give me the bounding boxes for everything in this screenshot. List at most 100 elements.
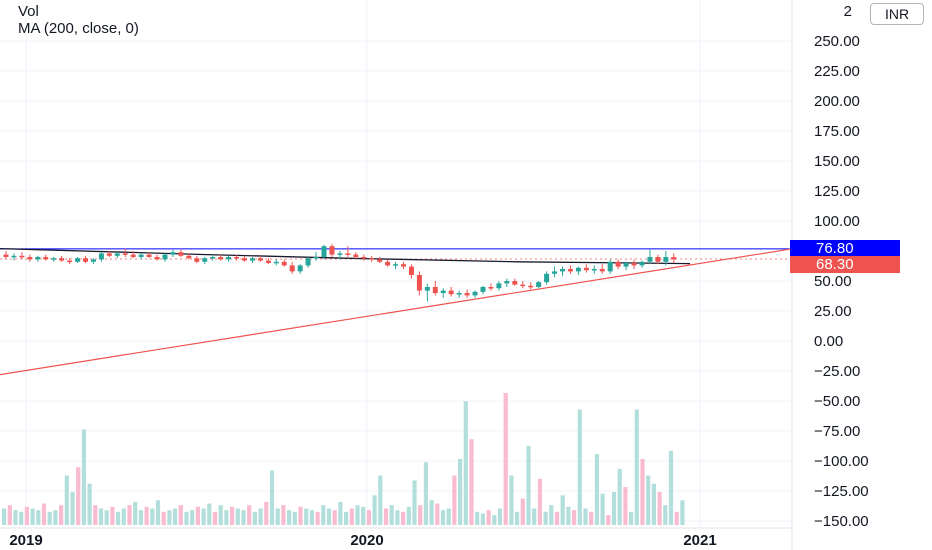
y-tick-label: −150.00	[814, 513, 869, 530]
candle-body	[313, 257, 319, 259]
volume-bar	[520, 498, 525, 525]
volume-bar	[515, 511, 520, 525]
candle-body	[329, 246, 335, 255]
volume-bar	[70, 492, 75, 525]
volume-bar	[389, 505, 394, 525]
candle-body	[393, 264, 399, 266]
volume-bar	[611, 492, 617, 525]
candle-body	[51, 258, 57, 260]
price-scale-number[interactable]: 2	[843, 3, 852, 20]
currency-button[interactable]: INR	[870, 3, 924, 25]
candle-body	[90, 259, 96, 262]
volume-bar	[309, 510, 314, 525]
volume-bar	[412, 480, 417, 525]
volume-bar	[509, 475, 514, 525]
volume-bar	[458, 459, 463, 525]
volume-bar	[680, 500, 685, 525]
candle-body	[321, 246, 327, 257]
candle-body	[98, 253, 104, 260]
y-tick-label: 150.00	[814, 153, 860, 170]
volume-bar	[668, 450, 674, 525]
candle-body	[138, 254, 144, 257]
candle-body	[599, 269, 605, 272]
volume-bar	[526, 445, 531, 525]
candle-body	[146, 254, 152, 257]
candle-body	[488, 287, 494, 289]
volume-bar	[173, 508, 178, 525]
volume-bar	[53, 510, 58, 525]
volume-bar	[127, 505, 132, 525]
volume-bar	[383, 508, 389, 525]
candle-body	[178, 252, 184, 256]
candle-body	[27, 257, 33, 260]
candle-body	[607, 261, 613, 272]
volume-bar	[361, 506, 366, 525]
volume-bar	[116, 511, 121, 525]
volume-bar	[486, 510, 491, 525]
y-tick-label: 200.00	[814, 93, 860, 110]
volume-bar	[606, 515, 611, 525]
volume-bar	[207, 503, 212, 525]
volume-bar	[429, 500, 434, 525]
volume-bar	[600, 493, 605, 525]
candle-body	[345, 253, 351, 255]
candle-body	[43, 257, 49, 260]
candle-body	[631, 263, 637, 266]
volume-bar	[583, 508, 588, 525]
candle-body	[202, 258, 208, 262]
candle-body	[162, 254, 168, 260]
volume-bar	[252, 511, 257, 525]
volume-bar	[332, 510, 337, 525]
volume-bar	[150, 508, 155, 525]
candle-body	[186, 255, 192, 259]
candle-body	[544, 273, 550, 283]
volume-bar	[554, 511, 560, 525]
volume-bar	[663, 505, 668, 525]
volume-bar	[640, 459, 645, 525]
volume-bar	[155, 500, 161, 525]
candle-body	[408, 266, 414, 275]
time-axis[interactable]: 2019 2020 2021	[9, 532, 716, 549]
volume-bar	[59, 505, 64, 525]
legend-volume[interactable]: Vol	[18, 3, 39, 20]
candle-body	[560, 269, 565, 272]
candle-body	[305, 258, 311, 266]
volume-bar	[36, 510, 41, 525]
candle-body	[249, 258, 255, 261]
volume-bar	[543, 511, 548, 525]
x-tick-label: 2021	[683, 532, 716, 549]
volume-bar	[406, 506, 411, 525]
volume-bar	[275, 508, 280, 525]
volume-bar	[452, 475, 457, 525]
volume-bar	[241, 510, 246, 525]
volume-bar	[201, 508, 206, 525]
candle-body	[456, 293, 462, 295]
candle-body	[83, 258, 88, 262]
candle-body	[35, 257, 41, 260]
volume-bar	[321, 505, 326, 525]
candle-body	[289, 265, 295, 272]
candle-body	[464, 293, 470, 296]
volume-bar	[315, 511, 320, 525]
candle-body	[106, 253, 112, 256]
moving-average-line	[0, 247, 691, 265]
price-axis[interactable]: 250.00 225.00 200.00 175.00 150.00 125.00 100.…	[814, 33, 869, 530]
volume-bar	[651, 483, 656, 525]
candle-body	[242, 258, 247, 261]
candle-body	[361, 257, 367, 259]
volume-bar	[577, 409, 582, 525]
volume-bar	[395, 510, 400, 525]
volume-bar	[121, 508, 126, 525]
legend-moving-average[interactable]: MA (200, close, 0)	[18, 20, 139, 37]
candle-body	[615, 261, 621, 267]
volume-bar	[435, 503, 440, 525]
candle-body	[11, 255, 17, 258]
volume-bar	[349, 508, 354, 525]
candle-body	[226, 257, 232, 260]
volume-bar	[7, 505, 12, 525]
volume-bar	[440, 510, 446, 525]
candle-body	[122, 253, 128, 255]
volume-bar	[537, 478, 542, 525]
volume-bar	[634, 409, 639, 525]
